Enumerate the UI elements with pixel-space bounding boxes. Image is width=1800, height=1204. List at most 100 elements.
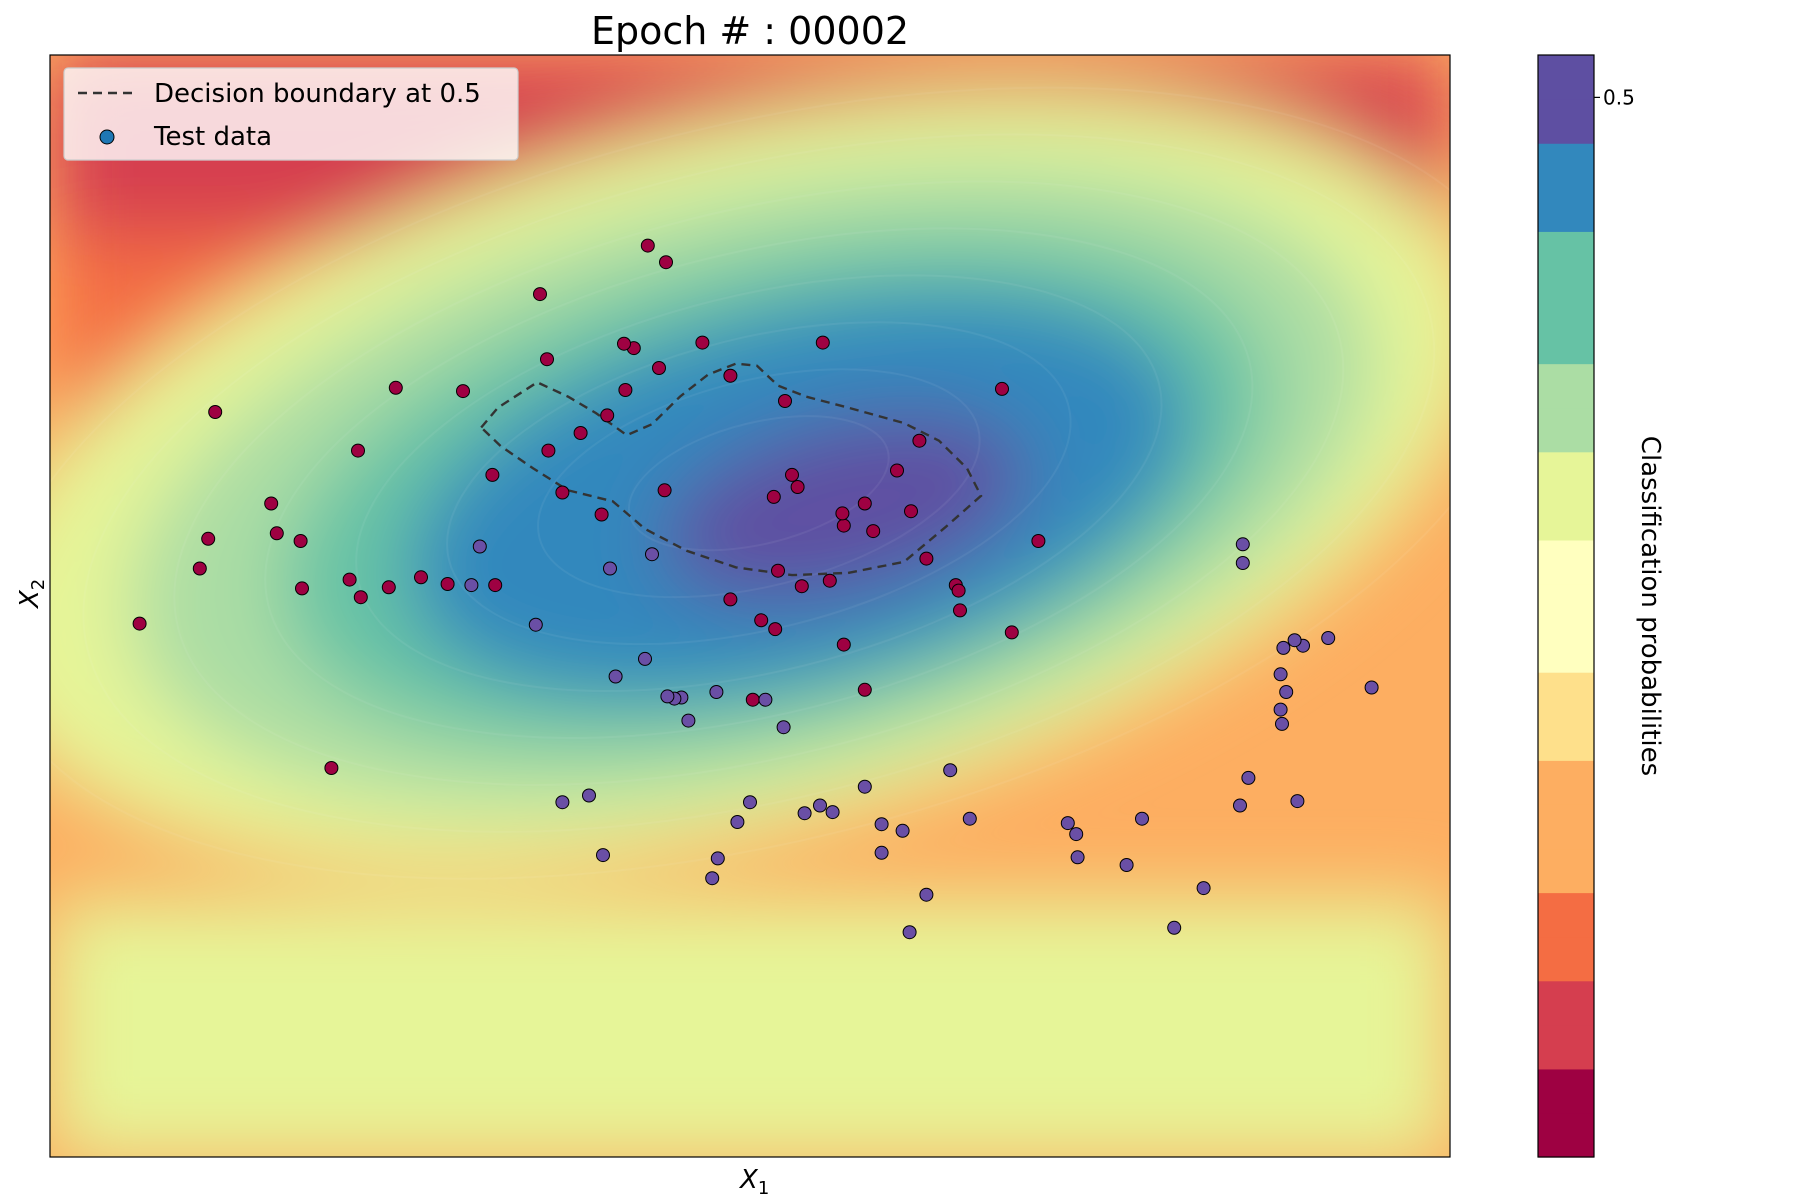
test-point-class-0 [778, 394, 792, 408]
contour-band [355, 274, 1163, 693]
test-point-class-0 [1031, 534, 1046, 548]
test-point-class-1 [1290, 794, 1305, 809]
test-point-class-1 [1167, 920, 1182, 935]
test-point-class-1 [464, 578, 479, 593]
chart-title: Epoch # : 00002 [591, 9, 909, 53]
contour-band [0, 0, 1607, 1020]
test-point-class-0 [293, 534, 308, 548]
test-point-class-0 [208, 405, 223, 419]
y-axis-label-main: X [15, 589, 45, 610]
test-point-class-0 [866, 524, 881, 539]
colorbar-band [1538, 1112, 1594, 1158]
test-point-class-1 [1276, 640, 1291, 655]
test-point-class-1 [709, 685, 724, 699]
y-axis-label: X2 [15, 579, 49, 610]
test-point-class-0 [857, 496, 872, 511]
colorbar-band [1538, 231, 1594, 276]
contour-band [446, 321, 1072, 646]
test-point-class-1 [1070, 850, 1085, 865]
contour-band [173, 180, 1345, 786]
test-point-class-1 [528, 617, 543, 632]
test-point-class-1 [1235, 556, 1250, 570]
colorbar-band [1538, 892, 1594, 938]
test-point-class-1 [555, 795, 570, 810]
test-point-class-1 [857, 779, 872, 794]
test-point-class-1 [681, 713, 696, 728]
test-point-class-1 [902, 925, 917, 940]
colorbar-band [1538, 363, 1594, 409]
test-point-class-0 [388, 380, 403, 395]
contour-band [264, 227, 1254, 739]
test-point-class-1 [1273, 702, 1288, 717]
colorbar-band [1538, 495, 1594, 541]
colorbar-band [1538, 275, 1594, 321]
test-point-class-0 [723, 368, 738, 383]
test-point-class-0 [771, 563, 785, 578]
test-point-class-0 [618, 383, 633, 397]
test-point-class-1 [1287, 633, 1302, 648]
test-point-class-0 [640, 238, 655, 253]
test-point-class-1 [895, 823, 910, 838]
y-axis-label-sub: 2 [28, 579, 49, 590]
test-point-class-0 [836, 637, 851, 652]
test-point-class-0 [351, 443, 365, 458]
test-point-class-0 [132, 616, 147, 631]
test-point-class-1 [660, 689, 675, 704]
test-point-class-1 [645, 547, 659, 562]
test-point-class-0 [342, 572, 357, 587]
colorbar-band [1538, 804, 1594, 850]
test-point-class-1 [730, 815, 745, 829]
test-point-class-1 [1364, 680, 1379, 695]
colorbar-band [1538, 980, 1594, 1026]
test-point-class-1 [758, 692, 773, 707]
colorbar-ticks: 0.5 [1594, 85, 1635, 109]
test-point-class-1 [1235, 537, 1250, 552]
test-point-class-0 [754, 613, 769, 628]
test-point-class-0 [324, 761, 339, 775]
test-point-class-1 [874, 845, 889, 860]
test-point-class-0 [657, 483, 672, 498]
test-point-class-0 [456, 384, 470, 399]
test-point-class-1 [705, 871, 720, 886]
test-point-class-0 [617, 336, 631, 351]
colorbar-band [1538, 451, 1594, 497]
test-point-class-1 [603, 561, 617, 576]
colorbar-band [1538, 319, 1594, 365]
test-point-class-0 [766, 489, 781, 504]
colorbar-band [1538, 848, 1594, 894]
legend-box [63, 67, 519, 161]
test-point-class-1 [776, 720, 791, 735]
test-point-class-0 [953, 603, 967, 618]
test-point-class-1 [813, 798, 827, 813]
test-point-class-0 [785, 467, 799, 482]
test-point-class-1 [1275, 716, 1289, 731]
test-point-class-1 [1321, 631, 1336, 645]
test-point-class-0 [768, 622, 783, 637]
test-point-class-1 [797, 806, 812, 821]
test-point-class-0 [995, 381, 1009, 396]
test-point-class-0 [440, 577, 455, 591]
test-point-class-1 [962, 811, 977, 826]
test-point-class-0 [1004, 625, 1019, 640]
test-point-class-1 [1119, 858, 1134, 872]
test-point-class-1 [1241, 770, 1256, 785]
test-point-class-0 [488, 578, 503, 593]
test-point-class-1 [943, 763, 958, 778]
test-point-class-0 [540, 352, 554, 367]
probability-field [50, 55, 1450, 1157]
test-point-class-1 [1069, 827, 1084, 842]
test-point-class-0 [919, 551, 934, 566]
test-point-class-0 [723, 592, 738, 607]
test-point-class-0 [414, 570, 428, 585]
colorbar-label: Classification probabilities [1635, 436, 1665, 776]
test-point-class-0 [192, 561, 207, 576]
test-point-class-0 [485, 467, 500, 482]
colorbar-band [1538, 407, 1594, 453]
test-point-class-1 [1273, 667, 1288, 682]
test-data-points [132, 238, 1379, 940]
test-point-class-0 [381, 580, 396, 595]
colorbar-band [1538, 55, 1594, 100]
test-point-class-0 [201, 531, 216, 546]
colorbar-band [1538, 99, 1594, 144]
test-point-class-0 [600, 408, 615, 423]
